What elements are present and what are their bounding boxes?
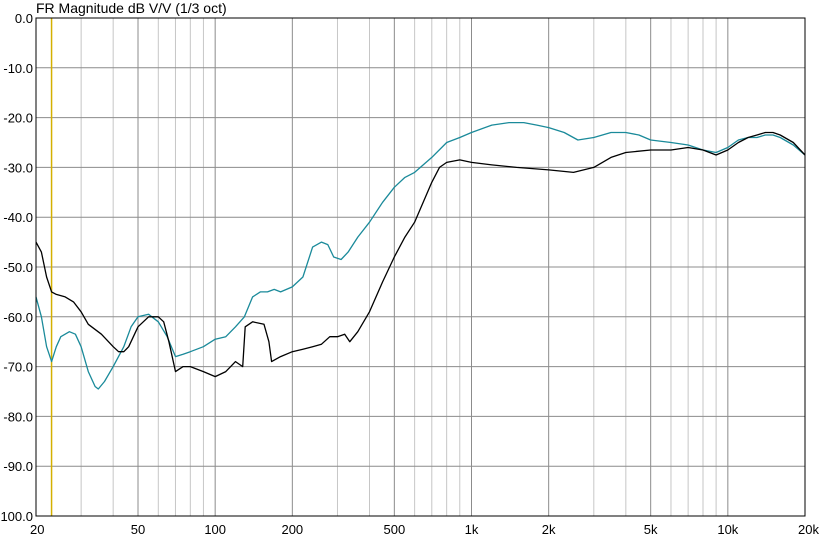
x-tick-label: 500 xyxy=(383,522,405,537)
y-tick-label: -30.0 xyxy=(3,160,33,175)
major-gridlines xyxy=(36,18,805,516)
x-tick-label: 20 xyxy=(30,522,44,537)
x-tick-label: 1k xyxy=(465,522,479,537)
x-tick-label: 2k xyxy=(542,522,556,537)
y-tick-label: -70.0 xyxy=(3,360,33,375)
x-tick-label: 5k xyxy=(644,522,658,537)
y-tick-label: -50.0 xyxy=(3,260,33,275)
series-layer xyxy=(35,121,806,390)
x-tick-label: 200 xyxy=(281,522,303,537)
series-line-2 xyxy=(35,131,806,378)
y-tick-label: -100.0 xyxy=(0,509,33,524)
y-tick-label: -10.0 xyxy=(3,61,33,76)
plot-frame xyxy=(35,17,806,517)
y-tick-label: -20.0 xyxy=(3,111,33,126)
y-tick-label: -40.0 xyxy=(3,210,33,225)
x-tick-label: 10k xyxy=(717,522,738,537)
y-tick-label: -90.0 xyxy=(3,459,33,474)
y-tick-label: -60.0 xyxy=(3,310,33,325)
x-tick-label: 50 xyxy=(131,522,145,537)
y-axis-labels: 0.0 -10.0 -20.0 -30.0 -40.0 -50.0 -60.0 -70.0 -8… xyxy=(0,11,33,524)
x-tick-label: 100 xyxy=(204,522,226,537)
x-tick-label: 20k xyxy=(798,522,819,537)
series-line-1 xyxy=(35,121,806,390)
y-tick-label: 0.0 xyxy=(15,11,33,26)
y-tick-label: -80.0 xyxy=(3,409,33,424)
chart-title: FR Magnitude dB V/V (1/3 oct) xyxy=(36,0,227,16)
x-axis-labels: 20 50 100 200 500 1k 2k 5k 10k 20k xyxy=(30,522,819,537)
